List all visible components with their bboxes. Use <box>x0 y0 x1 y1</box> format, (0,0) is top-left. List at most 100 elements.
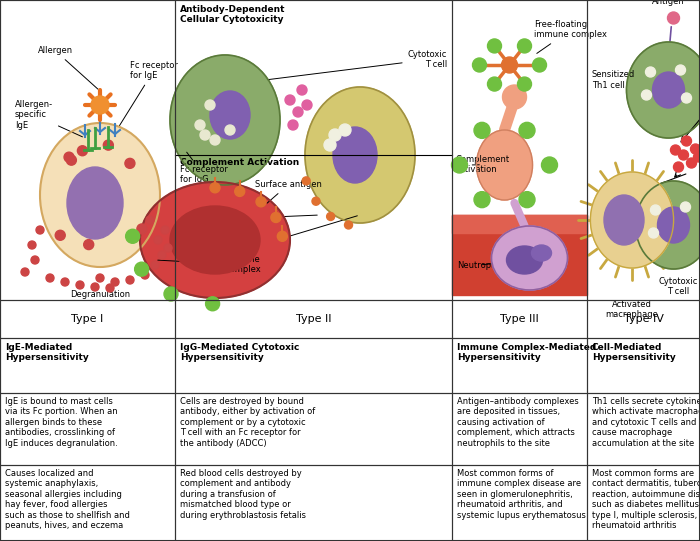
Circle shape <box>66 155 76 165</box>
Bar <box>452 465 587 541</box>
Circle shape <box>344 221 353 229</box>
Text: Sensitized
Th1 cell: Sensitized Th1 cell <box>592 70 636 90</box>
Bar <box>0 465 175 541</box>
Circle shape <box>125 229 139 243</box>
Circle shape <box>682 93 692 103</box>
Circle shape <box>285 95 295 105</box>
Text: Cell-Mediated
Hypersensitivity: Cell-Mediated Hypersensitivity <box>592 343 675 362</box>
Circle shape <box>234 187 245 196</box>
Text: Activated
macrophage: Activated macrophage <box>606 300 659 319</box>
Text: Degranulation: Degranulation <box>70 290 130 299</box>
Circle shape <box>297 85 307 95</box>
Text: Antibody-Dependent
Cellular Cytotoxicity: Antibody-Dependent Cellular Cytotoxicity <box>180 5 286 24</box>
Circle shape <box>134 262 148 276</box>
Text: Red blood cells destroyed by
complement and antibody
during a transfusion of
mis: Red blood cells destroyed by complement … <box>180 469 306 519</box>
Circle shape <box>76 281 84 289</box>
Circle shape <box>673 162 683 172</box>
Text: Causes localized and
systemic anaphylaxis,
seasonal allergies including
hay feve: Causes localized and systemic anaphylaxi… <box>5 469 130 530</box>
Circle shape <box>293 107 303 117</box>
Bar <box>175 465 452 541</box>
Circle shape <box>55 230 65 240</box>
Ellipse shape <box>657 207 690 243</box>
Ellipse shape <box>491 226 568 290</box>
Circle shape <box>28 241 36 249</box>
Circle shape <box>141 271 149 279</box>
Bar <box>452 0 587 300</box>
Circle shape <box>36 226 44 234</box>
Bar <box>0 393 175 465</box>
Circle shape <box>146 216 154 224</box>
Circle shape <box>517 77 531 91</box>
Circle shape <box>678 150 689 160</box>
Bar <box>0 0 175 300</box>
Circle shape <box>648 228 659 238</box>
Circle shape <box>271 213 281 222</box>
Text: Antigen: Antigen <box>652 0 685 6</box>
Text: Neutrophil: Neutrophil <box>457 261 501 269</box>
Circle shape <box>327 213 335 221</box>
Bar <box>0 300 175 338</box>
Text: Allergen: Allergen <box>37 46 98 89</box>
Circle shape <box>21 268 29 276</box>
Text: Immune
complex: Immune complex <box>158 255 260 274</box>
Circle shape <box>78 146 88 156</box>
Ellipse shape <box>507 246 542 274</box>
Bar <box>452 215 587 295</box>
Bar <box>175 338 452 393</box>
Text: Antigen–antibody complexes
are deposited in tissues,
causing activation of
compl: Antigen–antibody complexes are deposited… <box>457 397 579 447</box>
Circle shape <box>641 90 652 100</box>
Bar <box>0 338 175 393</box>
Text: Cytotoxic
T cell: Cytotoxic T cell <box>659 277 698 296</box>
Bar <box>452 300 587 338</box>
Text: Fc receptor
for IgG: Fc receptor for IgG <box>180 152 228 184</box>
Text: IgE-Mediated
Hypersensitivity: IgE-Mediated Hypersensitivity <box>5 343 89 362</box>
Text: Surface antigen: Surface antigen <box>255 180 322 203</box>
Bar <box>587 338 700 393</box>
Text: Type III: Type III <box>500 314 539 324</box>
Circle shape <box>676 65 685 75</box>
Bar <box>587 393 700 465</box>
Circle shape <box>195 120 205 130</box>
Circle shape <box>91 283 99 291</box>
Bar <box>587 300 700 338</box>
Ellipse shape <box>140 182 290 298</box>
Text: Complement Activation: Complement Activation <box>180 158 300 167</box>
Circle shape <box>339 124 351 136</box>
Text: IgG-Mediated Cytotoxic
Hypersensitivity: IgG-Mediated Cytotoxic Hypersensitivity <box>180 343 300 362</box>
Circle shape <box>206 297 220 311</box>
Text: Type II: Type II <box>295 314 331 324</box>
Circle shape <box>96 274 104 282</box>
Text: Most common forms are
contact dermatitis, tuberculin
reaction, autoimmune diseas: Most common forms are contact dermatitis… <box>592 469 700 530</box>
Bar <box>452 338 587 393</box>
Circle shape <box>302 177 310 185</box>
Circle shape <box>542 157 557 173</box>
Circle shape <box>125 159 135 168</box>
Ellipse shape <box>531 245 552 261</box>
Text: Type IV: Type IV <box>624 314 664 324</box>
Circle shape <box>302 100 312 110</box>
Text: Cells are destroyed by bound
antibody, either by activation of
complement or by : Cells are destroyed by bound antibody, e… <box>180 397 315 447</box>
Circle shape <box>210 135 220 145</box>
Text: Fc receptor
for IgE: Fc receptor for IgE <box>120 61 178 126</box>
Circle shape <box>84 240 94 249</box>
Circle shape <box>503 85 526 109</box>
Text: Type I: Type I <box>71 314 104 324</box>
Circle shape <box>329 129 341 141</box>
Circle shape <box>474 122 490 138</box>
Text: IgE is bound to mast cells
via its Fc portion. When an
allergen binds to these
a: IgE is bound to mast cells via its Fc po… <box>5 397 118 447</box>
Circle shape <box>111 278 119 286</box>
Circle shape <box>154 236 162 244</box>
Text: Complement
activation: Complement activation <box>455 155 509 174</box>
Circle shape <box>687 158 696 168</box>
Text: Allergen-
specific
IgE: Allergen- specific IgE <box>15 100 83 137</box>
Circle shape <box>690 144 700 154</box>
Ellipse shape <box>477 130 533 200</box>
Circle shape <box>668 12 680 24</box>
Ellipse shape <box>604 195 644 245</box>
Ellipse shape <box>170 55 280 185</box>
Circle shape <box>164 244 172 252</box>
Circle shape <box>158 251 166 259</box>
Circle shape <box>64 152 74 162</box>
Circle shape <box>650 205 661 215</box>
Circle shape <box>31 256 39 264</box>
